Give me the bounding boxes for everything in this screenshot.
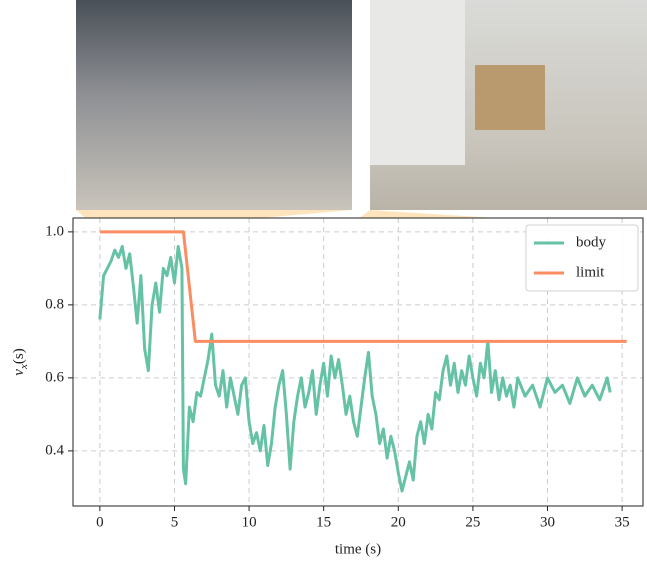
y-symbol: v xyxy=(11,369,27,376)
x-tick-label: 35 xyxy=(615,514,630,530)
x-tick-label: 0 xyxy=(96,514,104,530)
x-tick-label: 25 xyxy=(465,514,480,530)
legend-label: body xyxy=(576,234,607,250)
x-tick-label: 10 xyxy=(242,514,257,530)
line-limit xyxy=(99,230,627,343)
plot: 0 5 10 15 20 25 30 35 0.4 0.6 0.8 1.0 body limit xyxy=(45,217,644,530)
x-axis-label: time (s) xyxy=(335,541,381,557)
y-tick-label: 1.0 xyxy=(45,223,64,239)
y-axis-label: vx(s) xyxy=(11,348,29,375)
y-unit: (s) xyxy=(11,348,27,364)
x-tick-label: 20 xyxy=(391,514,406,530)
legend-label: limit xyxy=(576,264,605,280)
y-subscript: x xyxy=(18,364,30,370)
y-tick-label: 0.4 xyxy=(45,442,64,458)
x-tick-label: 5 xyxy=(171,514,179,530)
y-tick-label: 0.6 xyxy=(45,369,64,385)
plot-frame xyxy=(72,217,644,507)
photo-wall xyxy=(370,0,465,165)
legend: body limit xyxy=(525,224,639,292)
x-tick-label: 15 xyxy=(316,514,331,530)
photo-box xyxy=(475,65,545,130)
x-tick-label: 30 xyxy=(540,514,555,530)
photo-left xyxy=(76,0,352,210)
y-tick-label: 0.8 xyxy=(45,296,64,312)
